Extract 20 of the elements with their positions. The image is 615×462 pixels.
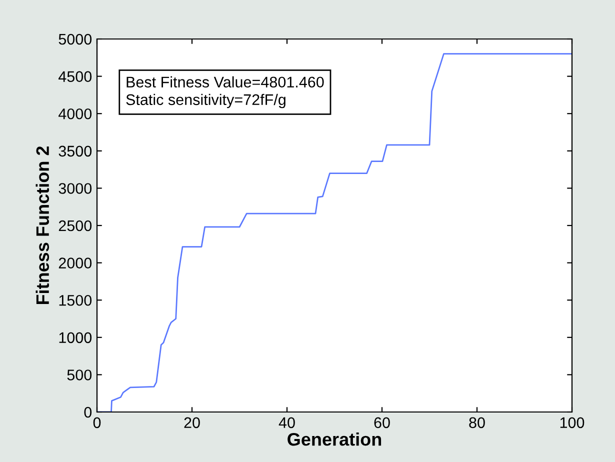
x-tick-label: 100	[560, 417, 584, 428]
x-tick-label: 20	[184, 417, 200, 428]
y-tick-label: 3500	[58, 146, 92, 157]
y-tick-label: 1500	[59, 294, 92, 306]
y-tick-label: 0	[84, 406, 92, 418]
y-tick-label: 4000	[58, 108, 92, 120]
y-axis-title: Fitness Function 2	[36, 146, 50, 304]
y-tick-label: 1000	[59, 332, 92, 344]
x-tick-label: 40	[278, 417, 295, 428]
x-tick-label: 60	[374, 417, 390, 428]
y-tick-label: 500	[67, 370, 92, 380]
y-tick-label: 2500	[58, 220, 92, 232]
x-tick-label: 0	[93, 417, 101, 428]
y-tick-label: 4500	[58, 71, 92, 82]
x-tick-label: 80	[469, 417, 485, 428]
y-tick-label: 5000	[58, 34, 92, 45]
y-tick-label: 2000	[58, 258, 92, 268]
y-tick-label: 3000	[58, 183, 92, 194]
x-axis-title: Generation	[288, 432, 382, 446]
annotation: Best Fitness Value=4801.460 Static sensitivity=72fF/g	[126, 76, 324, 108]
